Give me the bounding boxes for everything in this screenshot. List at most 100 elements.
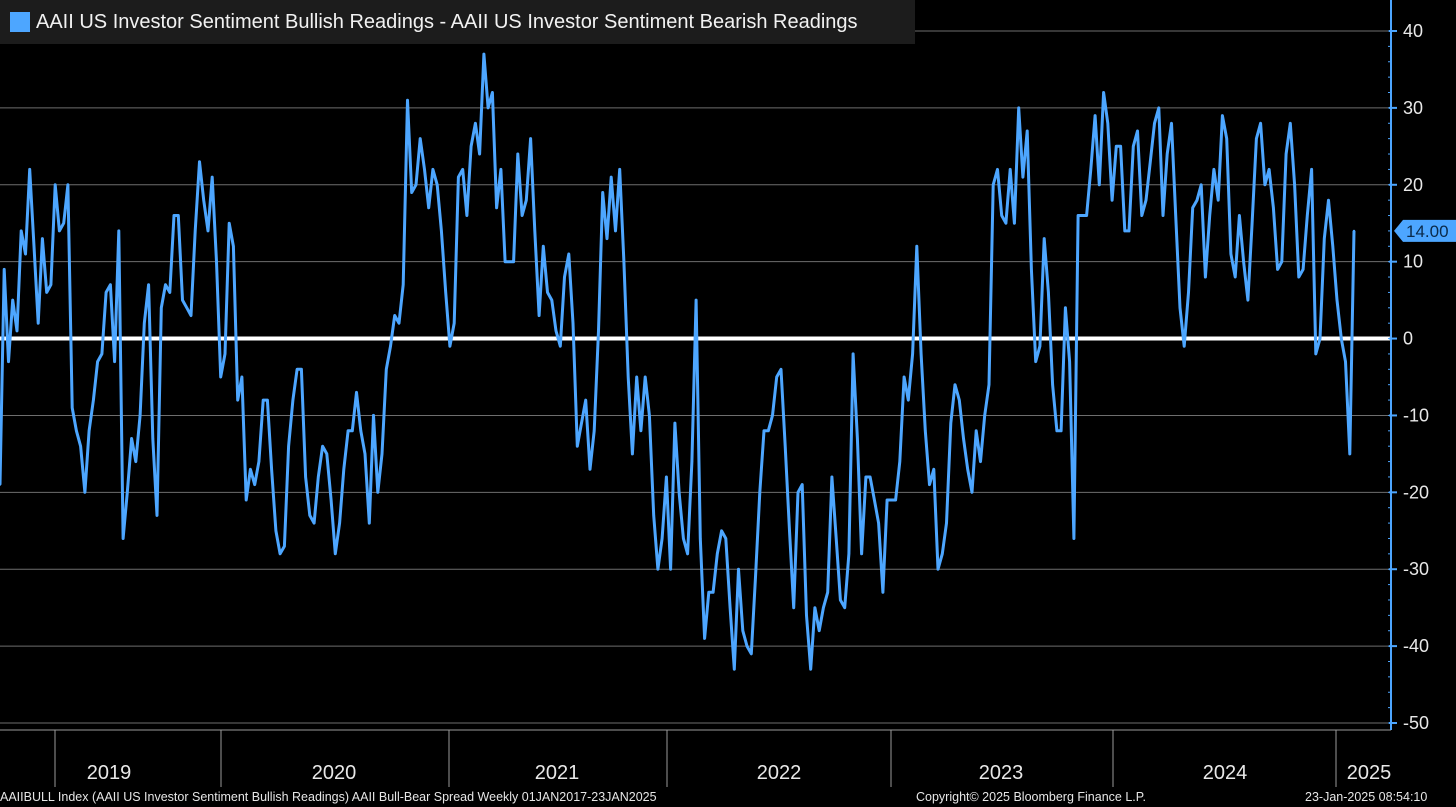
series-point <box>686 552 689 555</box>
y-tick-label: 10 <box>1403 252 1423 272</box>
series-point <box>512 260 515 263</box>
series-point <box>45 291 48 294</box>
series-point <box>1174 214 1177 217</box>
series-point <box>665 475 668 479</box>
series-point <box>194 229 197 233</box>
series-point <box>499 168 503 171</box>
series-point <box>1225 137 1228 140</box>
series-point <box>567 252 570 256</box>
series-point <box>66 183 70 186</box>
series-point <box>253 483 256 486</box>
last-value-label: 14.00 <box>1406 222 1449 241</box>
series-point <box>1098 183 1101 186</box>
series-point <box>147 283 150 286</box>
x-axis: 2019 2020 2021 2022 2023 2024 2025 <box>0 729 1391 787</box>
series-point <box>240 375 244 379</box>
series-point <box>627 375 630 379</box>
series-point <box>945 521 948 525</box>
series-point <box>71 406 74 409</box>
series-point <box>648 414 651 417</box>
series-point <box>1127 229 1131 233</box>
series-point <box>1068 360 1071 363</box>
series-point <box>1034 360 1037 363</box>
series-point <box>754 575 757 579</box>
series-point <box>635 375 638 379</box>
y-axis: 40 30 20 10 0 -10 -20 -30 -40 -50 <box>1388 0 1429 733</box>
series-point <box>300 368 303 371</box>
series-point <box>355 391 358 394</box>
series-point <box>228 222 231 225</box>
series-point <box>932 468 935 471</box>
series-point <box>0 483 2 486</box>
series-point <box>716 552 719 555</box>
series-point <box>520 214 524 217</box>
series-point <box>699 537 702 540</box>
series-point <box>1064 306 1067 309</box>
series-point <box>185 306 188 309</box>
series-point <box>295 368 299 371</box>
series-point <box>1246 298 1250 302</box>
series-point <box>368 521 371 525</box>
series-point <box>571 322 575 325</box>
series-point <box>915 245 918 248</box>
series-point <box>1183 345 1186 348</box>
series-point <box>805 614 808 617</box>
series-point <box>868 475 872 479</box>
series-point <box>1267 168 1271 171</box>
series-point <box>843 606 846 609</box>
series-point <box>728 606 732 609</box>
series-point <box>588 468 592 471</box>
y-tick-label: 20 <box>1403 175 1423 195</box>
series-point <box>826 591 829 594</box>
series-point <box>720 529 723 532</box>
series-point <box>1021 175 1025 179</box>
x-tick-label: 2024 <box>1203 762 1248 784</box>
series-point <box>7 360 10 363</box>
footer-description: AAIIBULL Index (AAII US Investor Sentime… <box>0 790 657 804</box>
series-point <box>1327 199 1330 202</box>
footer: AAIIBULL Index (AAII US Investor Sentime… <box>0 788 1456 807</box>
last-value-badge: 14.00 <box>1394 219 1456 242</box>
series-point <box>138 414 142 417</box>
series-point <box>20 229 23 233</box>
series-point <box>822 606 825 609</box>
series-point <box>87 429 91 432</box>
series-point <box>767 429 770 432</box>
series-point <box>351 429 354 432</box>
series-point <box>1293 183 1296 186</box>
series-point <box>1081 214 1084 217</box>
series-point <box>682 537 685 540</box>
series-point <box>380 452 384 456</box>
series-point <box>1072 537 1076 540</box>
series-point <box>1259 122 1262 125</box>
series-point <box>1200 183 1203 186</box>
series-point <box>745 644 749 648</box>
series-point <box>482 52 486 56</box>
series-point <box>818 629 821 632</box>
legend-swatch <box>10 12 30 32</box>
series-point <box>962 437 965 440</box>
series-point <box>1335 298 1339 302</box>
series-point <box>894 498 897 502</box>
series-point <box>796 491 800 494</box>
series-point <box>1093 114 1097 117</box>
series-point <box>610 175 613 179</box>
series-point <box>907 398 910 402</box>
series-point <box>215 260 218 263</box>
y-tick-label: 40 <box>1403 21 1423 41</box>
x-tick-label: 2023 <box>979 762 1024 784</box>
series-point <box>1132 145 1135 148</box>
series-point <box>325 452 328 456</box>
series-point <box>469 145 473 148</box>
series-point <box>1340 337 1343 340</box>
series-point <box>677 491 681 494</box>
series-point <box>941 552 944 555</box>
series-point <box>15 329 19 333</box>
series-point <box>996 168 999 171</box>
series-point <box>864 475 868 479</box>
series-point <box>1352 229 1356 233</box>
series-point <box>457 175 460 179</box>
series-point <box>1161 214 1165 217</box>
footer-timestamp: 23-Jan-2025 08:54:10 <box>1305 790 1428 804</box>
